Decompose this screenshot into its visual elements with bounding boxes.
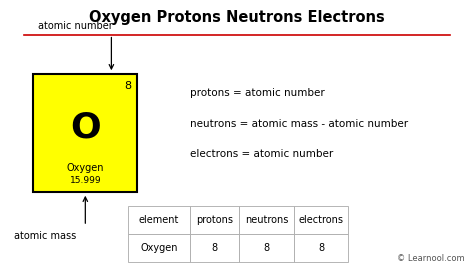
Text: 8: 8 xyxy=(211,243,218,253)
Text: 15.999: 15.999 xyxy=(70,176,101,185)
Bar xyxy=(190,234,239,262)
Text: atomic mass: atomic mass xyxy=(14,231,76,242)
Text: Oxygen: Oxygen xyxy=(140,243,178,253)
Text: protons: protons xyxy=(196,215,233,225)
Bar xyxy=(33,74,137,192)
Bar xyxy=(128,234,190,262)
Bar xyxy=(239,206,294,234)
Text: Oxygen Protons Neutrons Electrons: Oxygen Protons Neutrons Electrons xyxy=(89,10,385,25)
Text: neutrons: neutrons xyxy=(245,215,288,225)
Bar xyxy=(294,206,348,234)
Text: electrons: electrons xyxy=(299,215,344,225)
Text: O: O xyxy=(70,110,100,144)
Text: Oxygen: Oxygen xyxy=(66,163,104,173)
Text: atomic number: atomic number xyxy=(38,20,113,31)
Bar xyxy=(190,206,239,234)
Text: 8: 8 xyxy=(318,243,324,253)
Text: element: element xyxy=(138,215,179,225)
Text: neutrons = atomic mass - atomic number: neutrons = atomic mass - atomic number xyxy=(190,119,408,129)
Bar xyxy=(239,234,294,262)
Bar xyxy=(128,206,190,234)
Bar xyxy=(294,234,348,262)
Text: electrons = atomic number: electrons = atomic number xyxy=(190,149,333,159)
Text: 8: 8 xyxy=(264,243,270,253)
Text: protons = atomic number: protons = atomic number xyxy=(190,88,324,98)
Text: 8: 8 xyxy=(125,81,132,91)
Text: © Learnool.com: © Learnool.com xyxy=(397,254,465,263)
